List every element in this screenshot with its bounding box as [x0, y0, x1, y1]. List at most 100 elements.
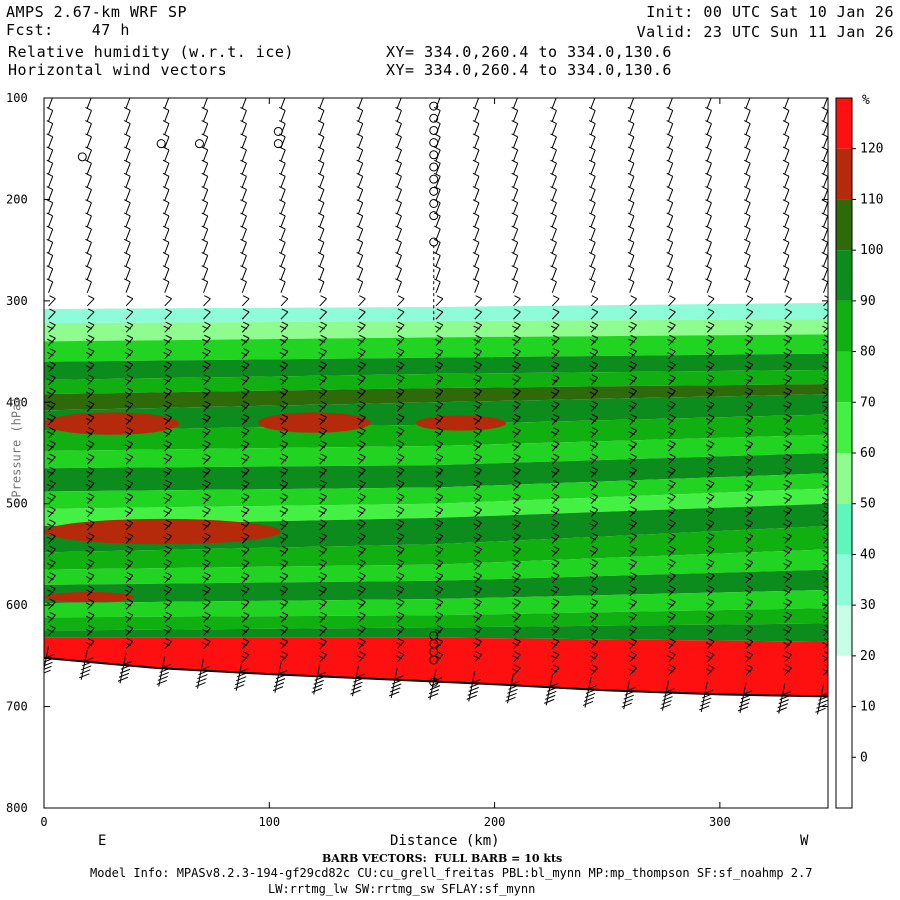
wind-barb [512, 664, 521, 676]
wind-barb [124, 545, 134, 557]
wind-barb [550, 413, 560, 425]
wind-barb [783, 347, 792, 360]
wind-barb [356, 172, 364, 188]
wind-barb [395, 479, 405, 491]
wind-barb [822, 572, 828, 584]
wind-barb [782, 278, 790, 293]
wind-barb [317, 186, 325, 201]
wind-barb [317, 106, 325, 122]
wind-barb [823, 98, 828, 109]
wind-barb [357, 361, 366, 373]
wind-barb [395, 361, 405, 373]
wind-barb [550, 252, 557, 267]
wind-barb [782, 199, 790, 214]
wind-barb [783, 506, 792, 518]
wind-barb [240, 479, 250, 491]
wind-barb [317, 265, 325, 280]
wind-barb [550, 664, 560, 676]
wind-barb [588, 146, 596, 162]
wind-barb [278, 238, 286, 254]
wind-barb [472, 172, 480, 188]
wind-barb [318, 321, 327, 333]
wind-barb [822, 519, 828, 531]
wind-barb [511, 186, 519, 201]
wind-barb [821, 133, 828, 148]
wind-barb [47, 321, 56, 333]
rh-patch-2 [415, 415, 506, 431]
wind-barb [512, 532, 521, 544]
wind-barb [783, 387, 792, 399]
wind-barb [511, 159, 519, 175]
wind-barb [46, 225, 54, 241]
wind-barb [395, 252, 402, 267]
wind-barb [240, 427, 250, 439]
wind-barb [279, 651, 289, 663]
wind-barb [823, 308, 828, 320]
wind-barb [628, 440, 637, 452]
wind-barb [240, 374, 250, 386]
wind-barb [356, 199, 364, 214]
rh-band-9 [44, 453, 828, 492]
wind-barb [202, 361, 211, 373]
wind-barb [434, 466, 444, 478]
wind-barb [124, 466, 134, 478]
wind-barb [589, 387, 599, 399]
wind-barb [278, 172, 286, 188]
wind-barb [433, 252, 441, 267]
wind-barb [744, 361, 754, 373]
wind-barb [628, 611, 637, 623]
wind-barb [472, 106, 480, 122]
wind-barb [822, 466, 828, 478]
surface-wind-barb [815, 684, 828, 715]
wind-barb [279, 361, 289, 373]
wind-barb [47, 347, 56, 360]
wind-barb [589, 651, 599, 663]
x-end-label-west: W [800, 833, 809, 849]
fcst-value: 47 h [91, 21, 130, 39]
wind-barb [473, 519, 482, 531]
wind-barb [627, 252, 635, 267]
wind-barb [164, 98, 170, 109]
wind-barb [821, 278, 828, 293]
wind-barb [783, 598, 792, 610]
wind-barb [511, 212, 519, 227]
colorbar-tick-label: 110 [860, 192, 883, 207]
wind-barb [705, 199, 712, 214]
wind-barb [395, 265, 402, 280]
wind-barb [85, 159, 92, 175]
wind-barb [782, 172, 790, 188]
wind-barb [589, 572, 599, 584]
wind-barb [163, 453, 172, 465]
wind-barb [279, 400, 289, 412]
wind-barb [783, 466, 792, 478]
wind-barb [434, 506, 444, 518]
wind-barb [85, 506, 95, 518]
wind-barb [434, 387, 444, 399]
wind-barb [783, 572, 792, 584]
wind-barb [240, 212, 247, 227]
colorbar-tick-label: 60 [860, 446, 876, 461]
colorbar-cell [836, 250, 852, 301]
wind-barb [512, 427, 521, 439]
wind-barb [666, 146, 674, 162]
wind-barb [589, 427, 599, 439]
wind-barb [550, 506, 560, 518]
wind-barb [705, 120, 712, 135]
rh-cross-section-chart: 100 200 300 400 500 600 700 800 0 100 200 300 % 0 10 2… [6, 91, 883, 829]
wind-barb [705, 440, 715, 452]
wind-barb [783, 440, 792, 452]
wind-barb [123, 120, 131, 135]
wind-barb [783, 532, 792, 544]
wind-barb [240, 558, 250, 570]
wind-barb [822, 453, 828, 465]
wind-barb [395, 598, 405, 610]
wind-barb [822, 427, 828, 439]
wind-barb [474, 308, 482, 320]
x-tick-label: 300 [709, 815, 731, 829]
wind-barb [202, 387, 211, 399]
wind-barb [782, 159, 790, 175]
calm-marker [429, 237, 439, 247]
wind-barb [628, 585, 637, 597]
wind-barb [551, 98, 557, 109]
wind-barb [279, 545, 289, 557]
